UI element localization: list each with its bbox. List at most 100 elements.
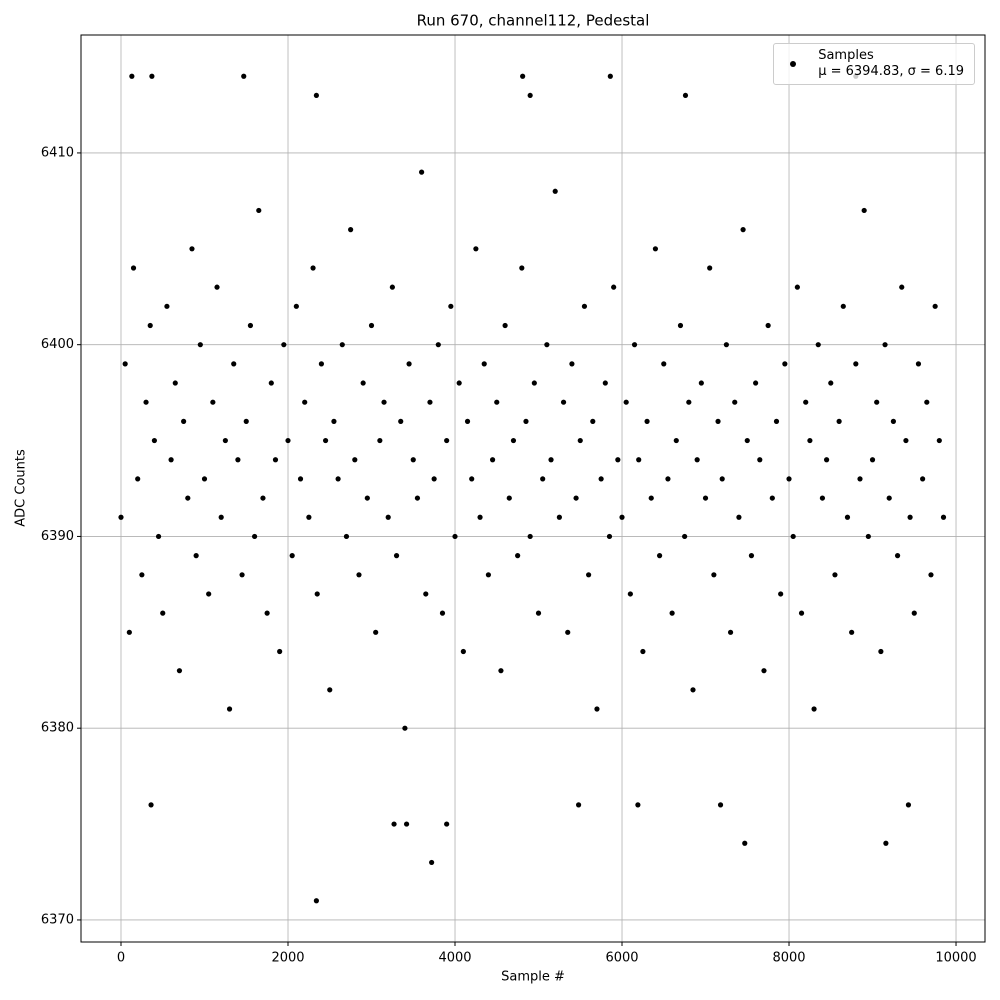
point — [590, 418, 596, 424]
point — [815, 342, 821, 348]
point — [819, 495, 826, 501]
point — [686, 399, 692, 405]
point — [753, 380, 759, 386]
point — [143, 399, 149, 405]
point — [473, 246, 479, 252]
point — [135, 476, 141, 482]
point — [527, 533, 533, 540]
point — [414, 495, 421, 501]
point — [214, 284, 220, 290]
point — [148, 802, 154, 808]
point — [352, 457, 358, 463]
x-tick-label: 2000 — [271, 951, 304, 966]
point — [715, 418, 721, 424]
point — [698, 380, 704, 386]
point — [540, 476, 546, 482]
point — [732, 399, 738, 405]
point — [765, 322, 771, 329]
point — [636, 457, 642, 463]
point — [915, 361, 922, 367]
x-tick-label: 0 — [117, 951, 125, 966]
point — [719, 476, 725, 482]
point — [126, 629, 132, 635]
point — [519, 265, 525, 271]
point — [886, 495, 892, 501]
point — [477, 514, 483, 520]
point — [823, 457, 830, 463]
point — [744, 437, 750, 444]
y-tick-label: 6400 — [41, 337, 74, 352]
point — [277, 648, 283, 655]
point — [707, 265, 713, 271]
point — [377, 437, 383, 444]
point — [339, 342, 345, 348]
point — [285, 437, 291, 444]
y-tick-label: 6390 — [41, 529, 74, 544]
point — [615, 457, 621, 463]
point — [874, 399, 880, 405]
point — [631, 342, 638, 348]
point — [398, 418, 404, 424]
point — [840, 303, 846, 309]
point — [130, 265, 137, 271]
point — [677, 322, 684, 329]
point — [936, 437, 942, 444]
point — [313, 898, 319, 904]
point — [310, 265, 316, 271]
point — [832, 572, 838, 578]
point — [623, 399, 629, 405]
x-tick-label: 6000 — [605, 951, 638, 966]
y-tick-label: 6380 — [41, 721, 74, 736]
legend: Samples μ = 6394.83, σ = 6.19 — [773, 43, 975, 85]
point — [782, 361, 788, 367]
legend-label: Samples μ = 6394.83, σ = 6.19 — [818, 48, 964, 79]
point — [348, 227, 354, 233]
point — [494, 399, 500, 405]
point — [210, 399, 216, 405]
x-tick-label: 8000 — [772, 951, 805, 966]
point — [640, 648, 646, 655]
point — [435, 342, 441, 348]
point — [611, 284, 617, 290]
point — [381, 399, 387, 405]
point — [444, 821, 450, 827]
point — [548, 457, 554, 463]
point — [469, 476, 475, 482]
point — [594, 706, 600, 712]
point — [702, 495, 709, 501]
point — [899, 284, 905, 290]
point — [460, 648, 466, 655]
point — [903, 437, 909, 444]
point — [176, 668, 183, 674]
point — [155, 533, 162, 540]
point — [160, 610, 166, 616]
point — [239, 572, 245, 578]
point — [560, 399, 567, 405]
point — [281, 342, 287, 348]
point — [489, 457, 496, 463]
point — [803, 399, 809, 405]
point — [314, 591, 320, 597]
x-tick-label: 4000 — [438, 951, 471, 966]
point — [118, 514, 124, 520]
point — [573, 495, 579, 501]
point — [444, 437, 450, 444]
y-tick-label: 6410 — [41, 145, 74, 160]
point — [391, 821, 397, 827]
point — [911, 610, 917, 616]
point — [786, 476, 792, 482]
point — [656, 553, 663, 559]
point — [327, 687, 333, 693]
x-tick-label: 10000 — [935, 951, 976, 966]
point — [602, 380, 608, 386]
point — [226, 706, 233, 712]
point — [247, 322, 254, 329]
point — [129, 73, 135, 79]
point — [272, 457, 279, 463]
point — [189, 246, 195, 252]
point — [635, 802, 641, 808]
point — [149, 73, 155, 79]
point — [318, 361, 325, 367]
point — [928, 572, 934, 578]
point — [201, 476, 208, 482]
